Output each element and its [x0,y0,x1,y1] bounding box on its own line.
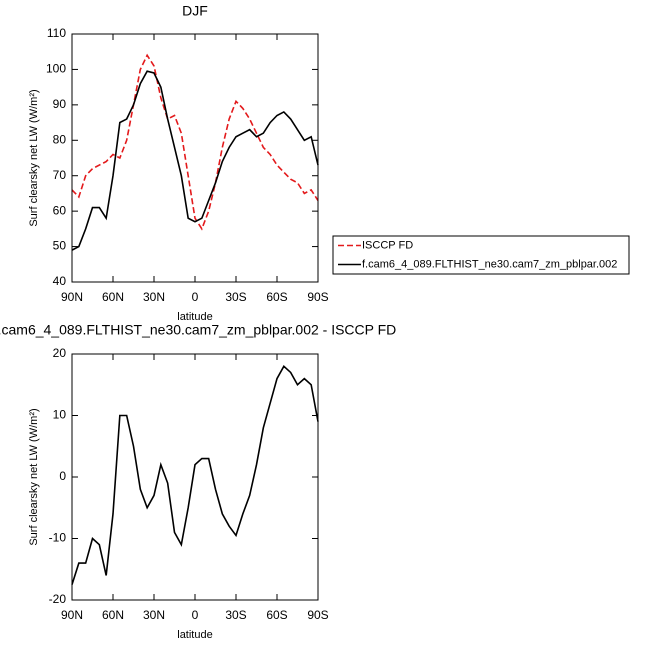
y-tick-label: 40 [53,274,67,288]
x-axis-label: latitude [177,629,212,641]
data-line [71,53,319,231]
x-tick-label: 30N [143,608,165,622]
y-tick-label: 50 [53,239,67,253]
chart-title: f.cam6_4_089.FLTHIST_ne30.cam7_zm_pblpar… [0,322,396,338]
x-tick-label: 60S [266,608,287,622]
legend-label: ISCCP FD [362,239,413,251]
y-tick-label: 70 [53,168,67,182]
legend-box [332,235,630,275]
x-tick-label: 30S [225,290,246,304]
y-axis-label: Surf clearsky net LW (W/m²) [28,408,40,545]
x-tick-label: 60N [102,608,124,622]
y-axis-label: Surf clearsky net LW (W/m²) [28,89,40,226]
y-tick-label: 90 [53,97,67,111]
y-tick-label: -10 [49,531,67,545]
y-tick-label: 10 [53,408,67,422]
plot-frame [71,33,319,283]
x-tick-label: 90S [307,290,328,304]
x-tick-label: 60S [266,290,287,304]
x-tick-label: 0 [192,608,199,622]
x-tick-label: 0 [192,290,199,304]
y-tick-label: 110 [47,26,66,40]
y-tick-label: 60 [53,203,67,217]
x-tick-label: 90S [307,608,328,622]
x-tick-label: 60N [102,290,124,304]
y-tick-label: -20 [49,592,67,606]
y-tick-label: 80 [53,132,67,146]
data-line [71,365,319,585]
x-tick-label: 30S [225,608,246,622]
x-axis-label: latitude [177,311,212,323]
y-tick-label: 100 [46,62,66,76]
x-tick-label: 30N [143,290,165,304]
y-tick-label: 0 [59,469,66,483]
chart-title: DJF [182,3,208,19]
x-tick-label: 90N [61,608,83,622]
data-line [71,70,319,251]
y-tick-label: 20 [53,346,67,360]
plot-frame [71,353,319,601]
legend-label: f.cam6_4_089.FLTHIST_ne30.cam7_zm_pblpar… [362,258,617,270]
x-tick-label: 90N [61,290,83,304]
